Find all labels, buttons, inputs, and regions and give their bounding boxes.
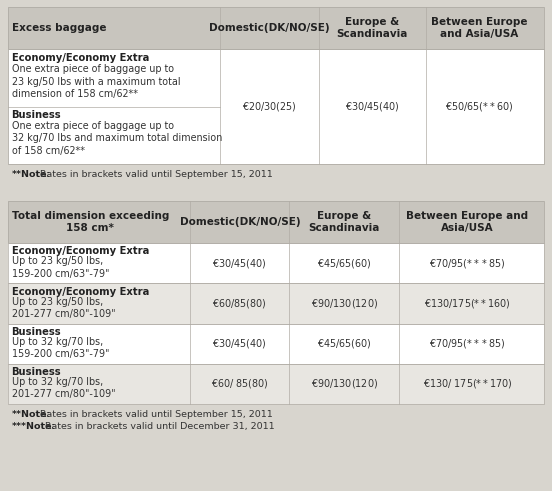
Text: Europe &
Scandinavia: Europe & Scandinavia	[337, 17, 408, 39]
Text: Between Europe
and Asia/USA: Between Europe and Asia/USA	[431, 17, 528, 39]
Bar	[8, 201, 544, 243]
Text: Business: Business	[12, 327, 61, 337]
Text: Up to 23 kg/50 lbs,
201-277 cm/80"-109": Up to 23 kg/50 lbs, 201-277 cm/80"-109"	[12, 297, 115, 319]
Bar	[8, 283, 544, 324]
Text: €50/$65 (**$60): €50/$65 (**$60)	[445, 100, 513, 113]
Bar	[8, 243, 544, 283]
Text: One extra piece of baggage up to
23 kg/50 lbs with a maximum total
dimension of : One extra piece of baggage up to 23 kg/5…	[12, 64, 180, 100]
Text: ***Note:: ***Note:	[12, 422, 56, 431]
Text: €20/$30 ($25): €20/$30 ($25)	[242, 100, 297, 113]
Text: Rates in brackets valid until September 15, 2011: Rates in brackets valid until September …	[37, 410, 273, 419]
Text: Up to 23 kg/50 lbs,
159-200 cm/63"-79": Up to 23 kg/50 lbs, 159-200 cm/63"-79"	[12, 256, 109, 279]
Text: Excess baggage: Excess baggage	[12, 23, 106, 33]
Text: €90/$130 ($120): €90/$130 ($120)	[311, 378, 378, 390]
Bar	[8, 324, 544, 364]
Text: €60/ $85 ($80): €60/ $85 ($80)	[211, 378, 269, 390]
Bar	[8, 364, 544, 404]
Text: €45/$65 ($60): €45/$65 ($60)	[317, 257, 371, 270]
Text: Economy/Economy Extra: Economy/Economy Extra	[12, 246, 149, 256]
Text: €70/$95 (***$85): €70/$95 (***$85)	[429, 337, 506, 350]
Text: Domestic(DK/NO/SE): Domestic(DK/NO/SE)	[179, 217, 300, 227]
Text: Economy/Economy Extra: Economy/Economy Extra	[12, 53, 149, 63]
Bar	[8, 243, 544, 283]
Bar	[8, 283, 544, 324]
Text: Europe &
Scandinavia: Europe & Scandinavia	[309, 211, 380, 233]
Text: Rates in brackets valid until September 15, 2011: Rates in brackets valid until September …	[37, 170, 273, 179]
Text: Economy/Economy Extra: Economy/Economy Extra	[12, 287, 149, 297]
Text: **Note:: **Note:	[12, 170, 51, 179]
Text: Business: Business	[12, 110, 61, 120]
Bar	[8, 49, 544, 164]
Text: **Note:: **Note:	[12, 410, 51, 419]
Text: One extra piece of baggage up to
32 kg/70 lbs and maximum total dimension
of 158: One extra piece of baggage up to 32 kg/7…	[12, 121, 222, 156]
Text: €90/$130 ($120): €90/$130 ($120)	[311, 297, 378, 310]
Bar	[8, 364, 544, 404]
Text: Between Europe and
Asia/USA: Between Europe and Asia/USA	[406, 211, 528, 233]
Text: €130/$175 (**$160): €130/$175 (**$160)	[424, 297, 511, 310]
Text: Rates in brackets valid until December 31, 2011: Rates in brackets valid until December 3…	[42, 422, 274, 431]
Text: €30/$45 ($40): €30/$45 ($40)	[213, 257, 267, 270]
Bar	[8, 49, 544, 164]
Bar	[8, 324, 544, 364]
Text: €45/$65 ($60): €45/$65 ($60)	[317, 337, 371, 350]
Bar	[8, 7, 544, 49]
Text: €30/$45 ($40): €30/$45 ($40)	[213, 337, 267, 350]
Text: €70/$95 (***$85): €70/$95 (***$85)	[429, 257, 506, 270]
Text: €30/$45 ($40): €30/$45 ($40)	[345, 100, 400, 113]
Text: €130/ $175 (**$170): €130/ $175 (**$170)	[423, 378, 512, 390]
Text: Domestic(DK/NO/SE): Domestic(DK/NO/SE)	[209, 23, 330, 33]
Text: Up to 32 kg/70 lbs,
159-200 cm/63"-79": Up to 32 kg/70 lbs, 159-200 cm/63"-79"	[12, 337, 109, 359]
Bar	[8, 7, 544, 49]
Text: €60/$85($80): €60/$85($80)	[213, 297, 267, 310]
Bar	[8, 201, 544, 243]
Text: Up to 32 kg/70 lbs,
201-277 cm/80"-109": Up to 32 kg/70 lbs, 201-277 cm/80"-109"	[12, 377, 115, 400]
Text: Business: Business	[12, 367, 61, 377]
Text: Total dimension exceeding
158 cm*: Total dimension exceeding 158 cm*	[12, 211, 169, 233]
